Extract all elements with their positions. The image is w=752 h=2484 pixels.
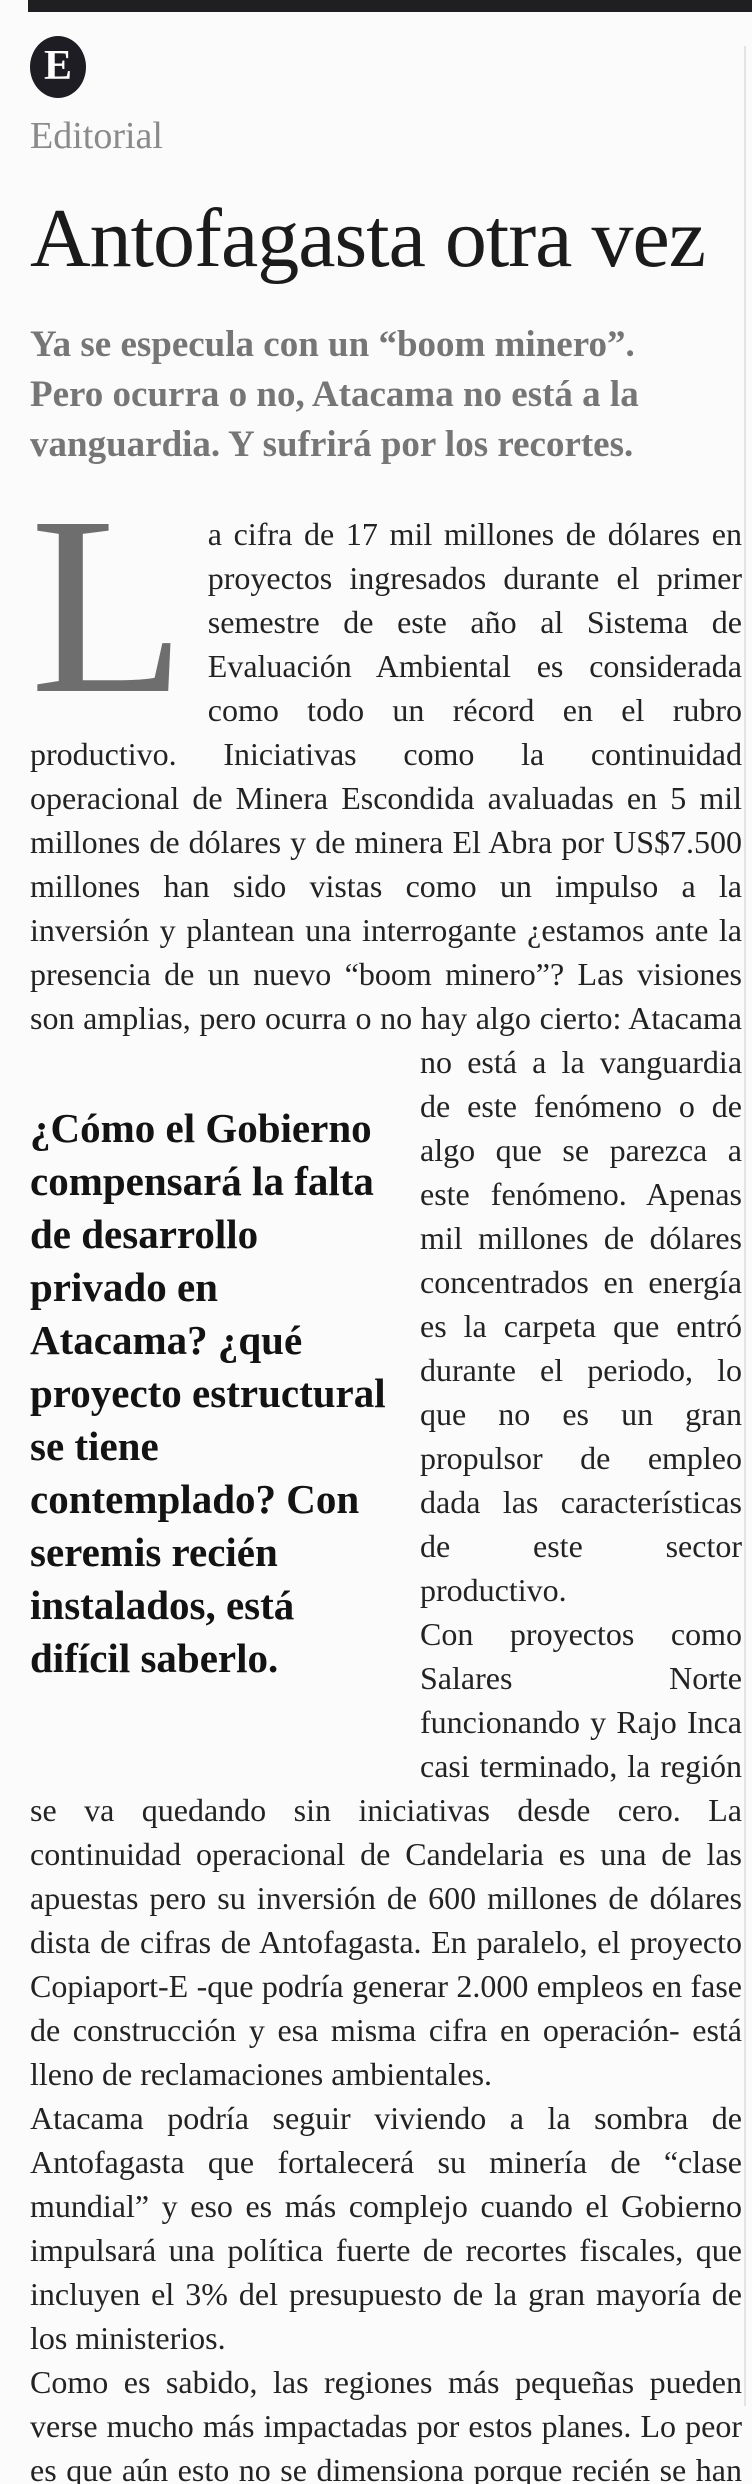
body-paragraph-1: L a cifra de 17 mil millones de dólares … bbox=[30, 465, 743, 1682]
article-body: L a cifra de 17 mil millones de dólares … bbox=[30, 465, 743, 2484]
pull-quote-text: ¿Cómo el Gobierno compensará la falta de… bbox=[30, 1105, 386, 1681]
drop-cap: L bbox=[30, 465, 186, 747]
body-paragraph-3: Atacama podría seguir viviendo a la somb… bbox=[30, 2100, 742, 2356]
editorial-badge-icon: E bbox=[30, 36, 86, 98]
top-divider-bar bbox=[28, 0, 752, 12]
section-label: Editorial bbox=[30, 115, 163, 157]
masthead: E Editorial bbox=[30, 0, 742, 158]
article-lede: Ya se especula con un “boom minero”. Per… bbox=[30, 324, 639, 465]
right-edge-divider bbox=[744, 46, 746, 2406]
pull-quote: ¿Cómo el Gobierno compensará la falta de… bbox=[30, 1040, 402, 1755]
badge-letter: E bbox=[43, 43, 72, 89]
body-paragraph-4: Como es sabido, las regiones más pequeña… bbox=[30, 2364, 742, 2484]
paragraph-text-after-quote: vanguardia de este fenómeno o de algo qu… bbox=[420, 1044, 743, 1608]
article-title: Antofagasta otra vez bbox=[30, 192, 706, 285]
body-paragraph-2: Con proyectos como Salares Norte funcion… bbox=[30, 1616, 742, 2092]
paragraph-text-before-quote: a cifra de 17 mil millones de dólares en… bbox=[30, 516, 742, 1080]
